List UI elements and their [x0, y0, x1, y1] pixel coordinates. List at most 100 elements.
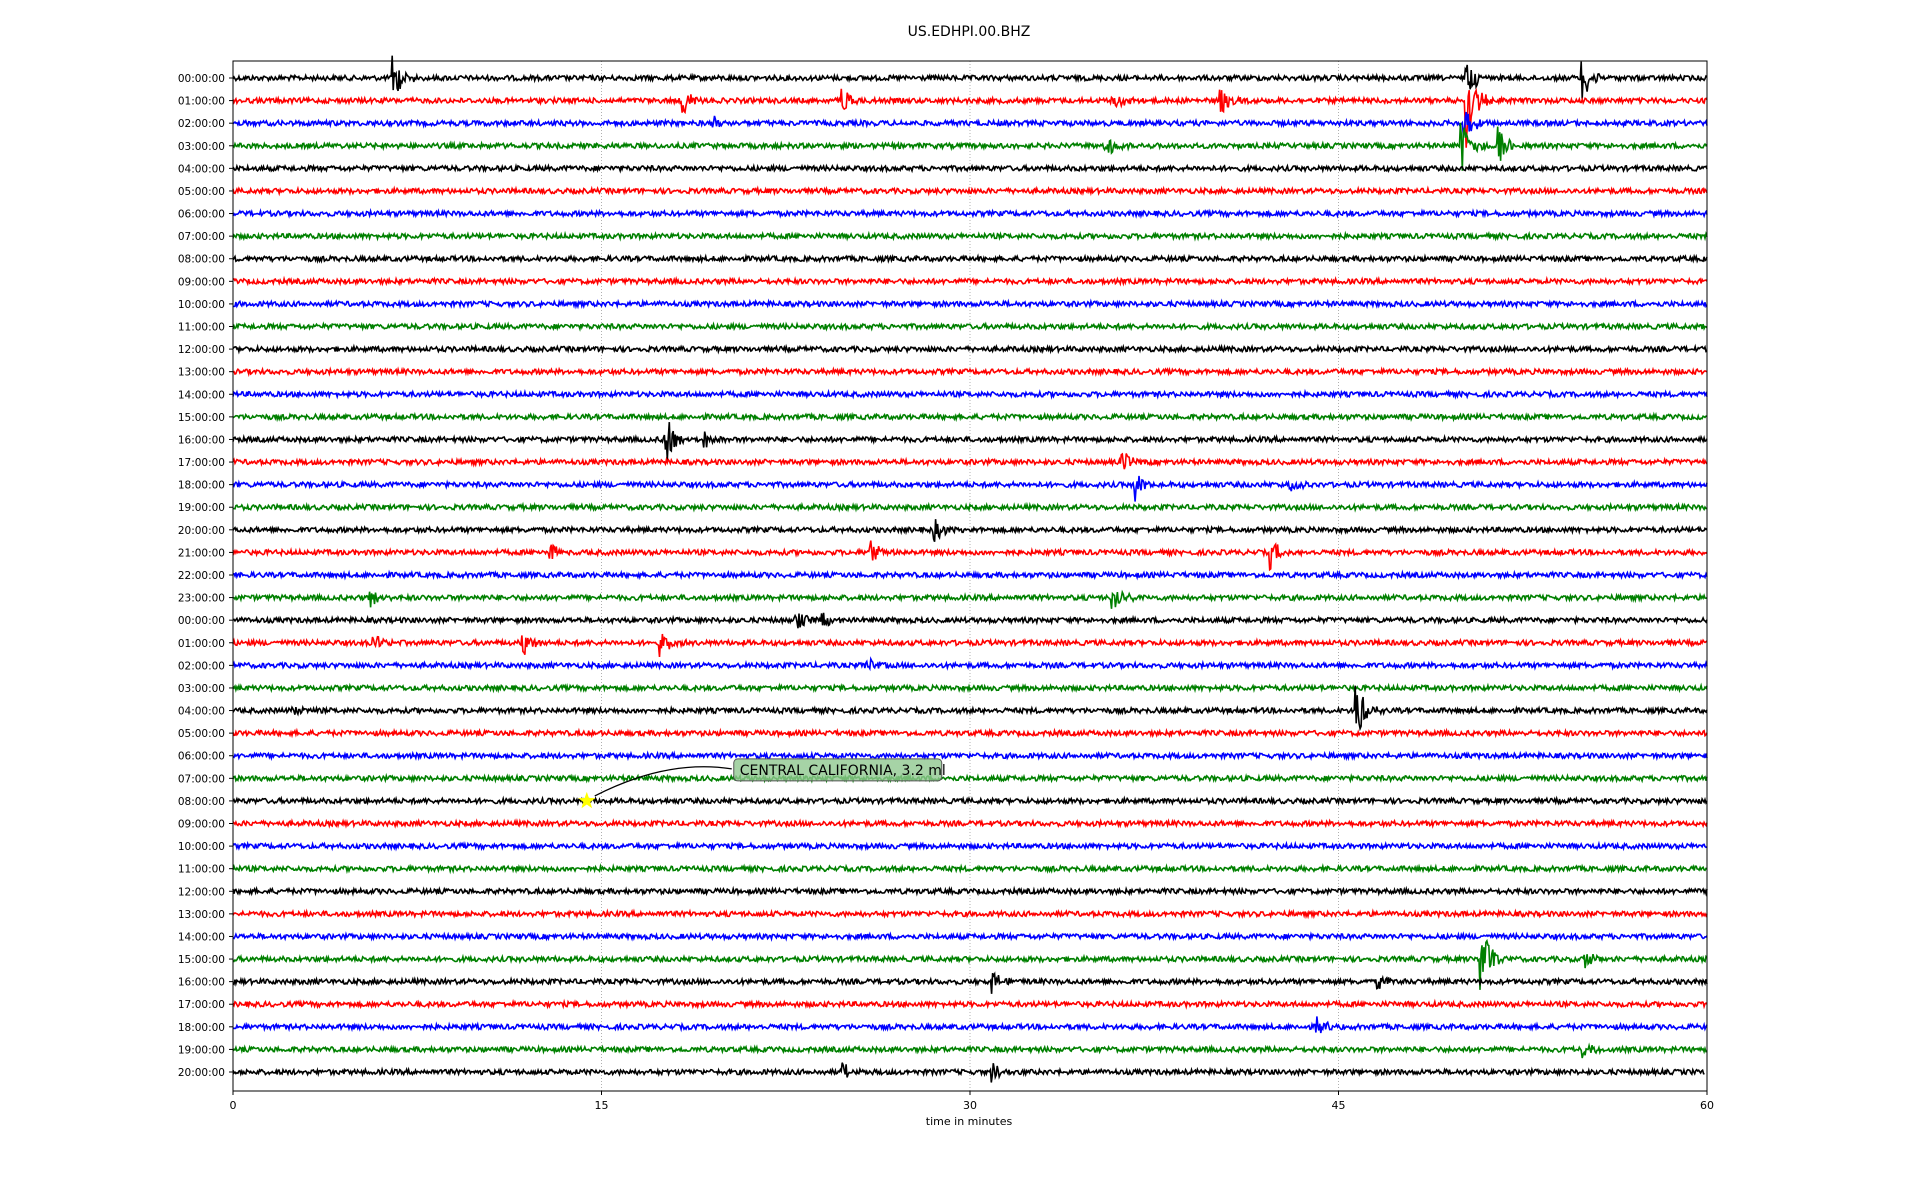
y-tick-label: 14:00:00 [178, 931, 225, 943]
trace-13 [232, 366, 1708, 378]
x-tick-label: 60 [1700, 1099, 1714, 1112]
y-tick-label: 00:00:00 [178, 615, 225, 627]
y-tick-label: 03:00:00 [178, 683, 225, 695]
trace-10 [232, 298, 1708, 310]
y-tick-label: 16:00:00 [178, 434, 225, 446]
y-tick-label: 14:00:00 [178, 389, 225, 401]
chart-title: US.EDHPI.00.BHZ [908, 24, 1031, 40]
annotation-text: CENTRAL CALIFORNIA, 3.2 ml [740, 763, 946, 779]
y-tick-label: 19:00:00 [178, 502, 225, 514]
y-tick-label: 09:00:00 [178, 276, 225, 288]
trace-41 [232, 998, 1708, 1010]
y-tick-label: 04:00:00 [178, 163, 225, 175]
y-tick-label: 12:00:00 [178, 886, 225, 898]
trace-8 [232, 253, 1708, 265]
trace-42 [232, 1016, 1708, 1034]
x-tick-label: 45 [1332, 1099, 1346, 1112]
y-tick-label: 05:00:00 [178, 728, 225, 740]
trace-6 [232, 207, 1708, 219]
trace-26 [232, 656, 1708, 672]
y-tick-label: 17:00:00 [178, 999, 225, 1011]
y-tick-label: 07:00:00 [178, 773, 225, 785]
x-tick-label: 30 [963, 1099, 977, 1112]
trace-34 [232, 840, 1708, 852]
y-tick-label: 15:00:00 [178, 954, 225, 966]
trace-7 [232, 230, 1708, 242]
x-tick-label: 0 [230, 1099, 237, 1112]
y-tick-label: 05:00:00 [178, 186, 225, 198]
y-tick-label: 06:00:00 [178, 209, 225, 221]
trace-25 [232, 633, 1708, 657]
trace-9 [232, 275, 1708, 287]
trace-36 [232, 885, 1708, 897]
y-tick-label: 08:00:00 [178, 254, 225, 266]
y-tick-label: 19:00:00 [178, 1044, 225, 1056]
trace-15 [232, 411, 1708, 423]
y-tick-label: 21:00:00 [178, 547, 225, 559]
trace-18 [232, 475, 1708, 502]
trace-44 [232, 1062, 1705, 1083]
y-tick-label: 15:00:00 [178, 412, 225, 424]
trace-27 [232, 682, 1708, 694]
y-tick-label: 13:00:00 [178, 909, 225, 921]
y-tick-label: 18:00:00 [178, 1022, 225, 1034]
trace-39 [232, 938, 1708, 990]
trace-32 [232, 795, 1708, 807]
trace-5 [232, 185, 1708, 197]
y-tick-label: 10:00:00 [178, 299, 225, 311]
trace-22 [232, 569, 1708, 581]
trace-37 [232, 908, 1708, 920]
trace-14 [232, 388, 1708, 400]
trace-3 [232, 122, 1708, 171]
trace-35 [232, 863, 1708, 875]
y-tick-label: 03:00:00 [178, 141, 225, 153]
y-tick-label: 02:00:00 [178, 660, 225, 672]
trace-19 [232, 501, 1708, 513]
y-tick-label: 00:00:00 [178, 73, 225, 85]
trace-31 [232, 772, 1708, 784]
y-tick-label: 11:00:00 [178, 864, 225, 876]
x-axis-label: time in minutes [926, 1115, 1013, 1128]
y-tick-label: 02:00:00 [178, 118, 225, 130]
y-tick-label: 09:00:00 [178, 819, 225, 831]
plot-frame [232, 60, 1708, 1092]
trace-28 [232, 685, 1708, 732]
annotation-box [733, 758, 943, 782]
y-tick-label: 12:00:00 [178, 344, 225, 356]
annotation-arrow [594, 766, 732, 797]
trace-33 [232, 817, 1708, 829]
event-star-icon [578, 791, 596, 809]
y-tick-label: 06:00:00 [178, 751, 225, 763]
y-tick-label: 20:00:00 [178, 1067, 225, 1079]
trace-38 [232, 931, 1708, 942]
y-tick-label: 22:00:00 [178, 570, 225, 582]
y-tick-label: 10:00:00 [178, 841, 225, 853]
trace-17 [232, 452, 1708, 470]
y-tick-label: 11:00:00 [178, 322, 225, 334]
trace-24 [232, 612, 1708, 629]
y-tick-label: 17:00:00 [178, 457, 225, 469]
trace-30 [232, 750, 1708, 762]
trace-16 [232, 422, 1708, 461]
y-tick-label: 08:00:00 [178, 796, 225, 808]
trace-11 [232, 321, 1708, 332]
y-tick-label: 20:00:00 [178, 525, 225, 537]
y-tick-label: 13:00:00 [178, 367, 225, 379]
trace-12 [232, 343, 1708, 355]
trace-0 [232, 55, 1708, 99]
y-tick-label: 04:00:00 [178, 706, 225, 718]
trace-21 [232, 540, 1708, 572]
y-tick-label: 07:00:00 [178, 231, 225, 243]
trace-23 [233, 589, 1708, 609]
x-tick-label: 15 [595, 1099, 609, 1112]
trace-20 [232, 519, 1708, 542]
trace-29 [232, 727, 1708, 739]
trace-4 [232, 162, 1708, 174]
trace-2 [232, 111, 1708, 136]
y-tick-label: 16:00:00 [178, 977, 225, 989]
y-tick-label: 23:00:00 [178, 593, 225, 605]
y-tick-label: 18:00:00 [178, 480, 225, 492]
trace-1 [232, 87, 1708, 148]
y-tick-label: 01:00:00 [178, 96, 225, 108]
